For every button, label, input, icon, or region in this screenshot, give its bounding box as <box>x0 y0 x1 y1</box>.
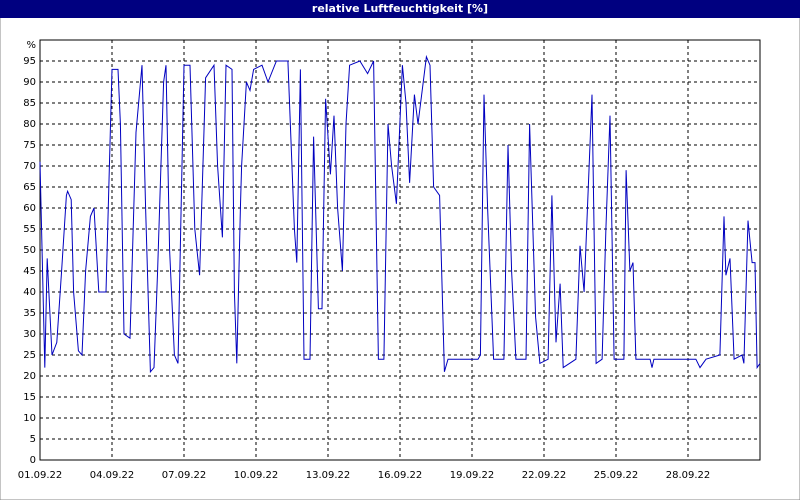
y-tick-label: 45 <box>23 266 36 277</box>
y-tick-label: 75 <box>23 140 36 151</box>
y-tick-label: 50 <box>23 245 36 256</box>
x-tick-label: 07.09.22 <box>162 470 207 481</box>
y-tick-label: 60 <box>23 203 36 214</box>
title-bar <box>0 0 800 18</box>
y-tick-label: 40 <box>23 287 36 298</box>
y-tick-label: 35 <box>23 308 36 319</box>
y-tick-label: 25 <box>23 350 36 361</box>
y-tick-label: 15 <box>23 392 36 403</box>
y-tick-label: 85 <box>23 98 36 109</box>
x-tick-label: 10.09.22 <box>234 470 279 481</box>
x-tick-label: 28.09.22 <box>666 470 711 481</box>
x-tick-label: 19.09.22 <box>450 470 495 481</box>
x-tick-label: 13.09.22 <box>306 470 351 481</box>
y-tick-label: 20 <box>23 371 36 382</box>
y-tick-label: % <box>26 40 36 51</box>
y-tick-label: 10 <box>23 413 36 424</box>
chart-title: relative Luftfeuchtigkeit [%] <box>312 2 488 15</box>
x-tick-label: 16.09.22 <box>378 470 423 481</box>
y-tick-label: 0 <box>30 455 36 466</box>
x-tick-label: 25.09.22 <box>594 470 639 481</box>
y-tick-label: 5 <box>30 434 36 445</box>
y-tick-label: 65 <box>23 182 36 193</box>
x-tick-label: 04.09.22 <box>90 470 135 481</box>
y-tick-label: 90 <box>23 77 36 88</box>
data-line <box>39 54 761 374</box>
y-tick-label: 55 <box>23 224 36 235</box>
y-tick-label: 80 <box>23 119 36 130</box>
y-tick-label: 70 <box>23 161 36 172</box>
x-tick-label: 22.09.22 <box>522 470 567 481</box>
x-tick-label: 01.09.22 <box>18 470 63 481</box>
y-tick-label: 95 <box>23 56 36 67</box>
y-tick-label: 30 <box>23 329 36 340</box>
